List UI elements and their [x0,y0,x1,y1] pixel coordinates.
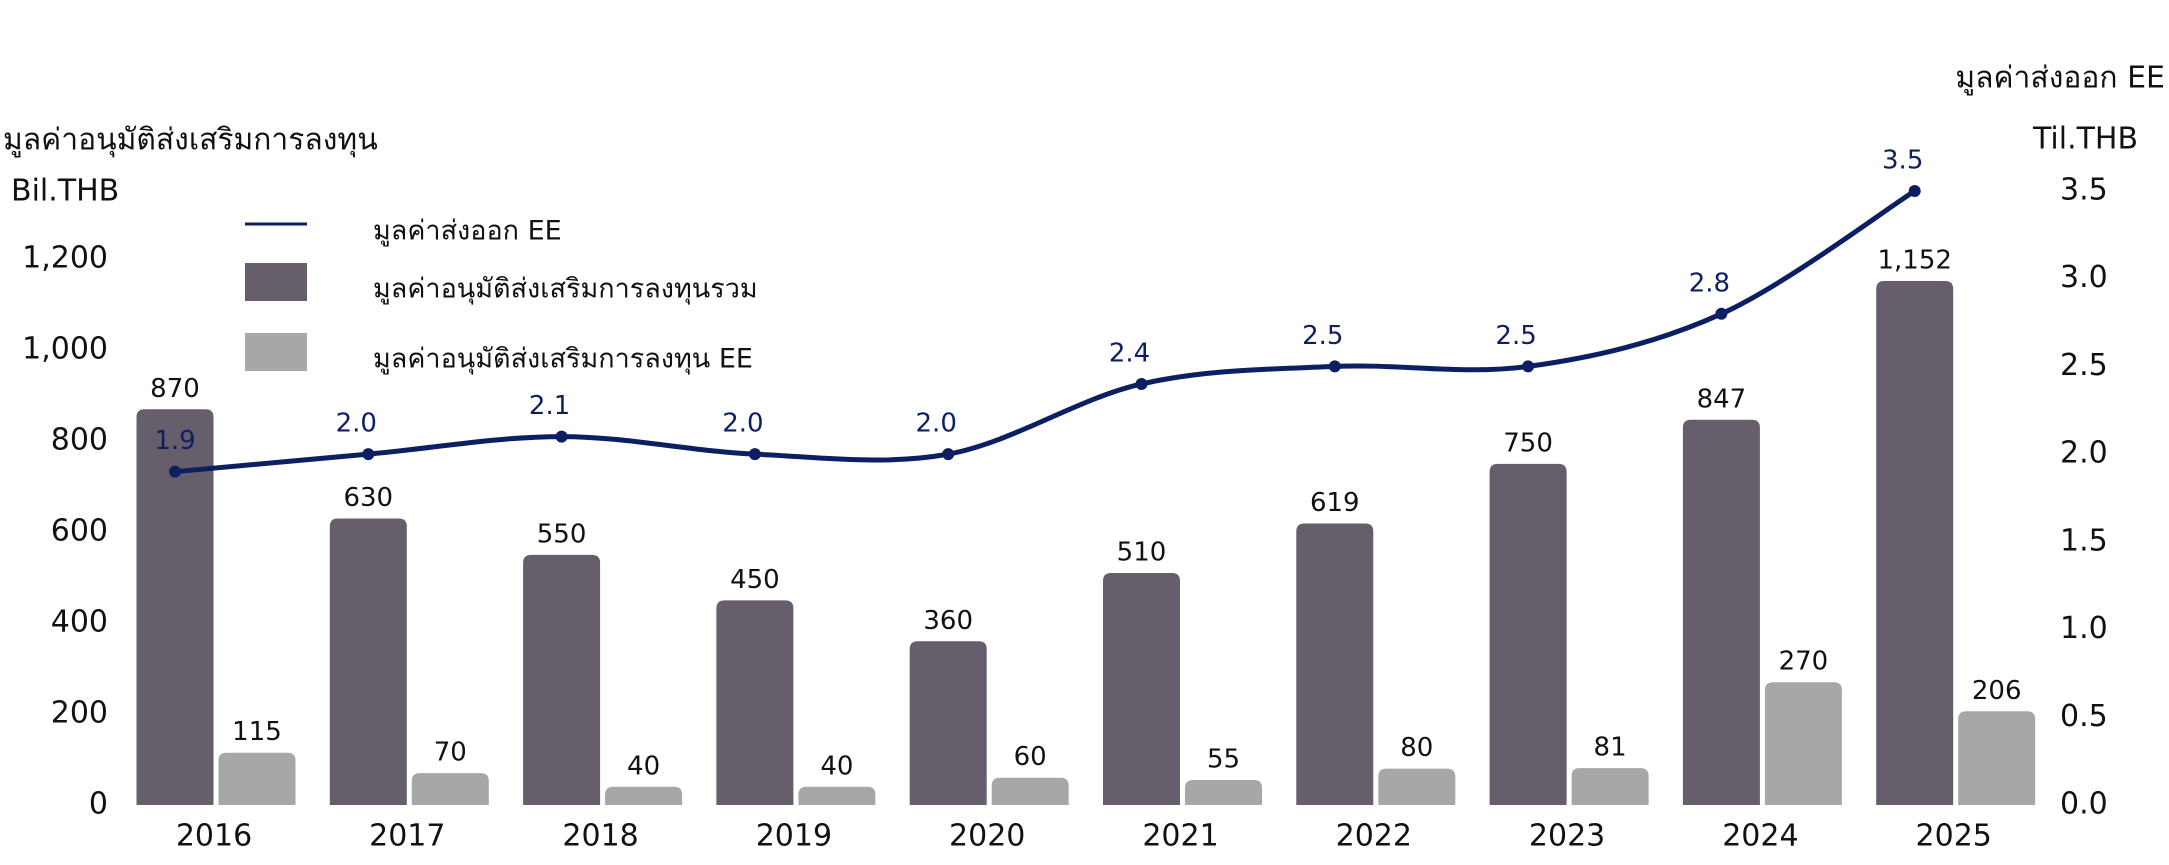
bar [329,518,407,805]
y-tick-label: 200 [51,696,108,731]
line-point [1522,360,1535,373]
y2-tick-label: 1.0 [2060,611,2108,646]
bar-value-label: 630 [343,483,393,513]
bar-value-label: 206 [1972,676,2022,706]
line-point [1908,185,1921,197]
line-value-label: 2.5 [1495,321,1536,351]
legend-label: มูลค่าอนุมัติส่งเสริมการลงทุน EE [373,344,753,376]
bar [1489,463,1567,805]
y-tick-label: 800 [51,423,108,458]
bar [523,554,601,805]
bar [716,600,794,805]
legend-label: มูลค่าส่งออก EE [373,216,562,247]
line-point [169,465,181,478]
y2-tick-label: 0.5 [2060,699,2108,734]
line-value-label: 1.9 [154,426,195,456]
bar-value-label: 81 [1594,733,1627,763]
bar [136,409,214,805]
x-tick-label: 2016 [176,819,252,854]
x-tick-label: 2022 [1336,819,1412,854]
bar-value-label: 450 [730,565,780,595]
y-axis-unit: Bil.THB [11,174,119,209]
bar-value-label: 270 [1779,647,1829,677]
bar-value-label: 870 [150,374,200,404]
bar-value-label: 619 [1310,488,1360,518]
y2-tick-label: 2.0 [2060,436,2108,471]
line-point [555,430,568,443]
line-value-label: 2.0 [916,409,957,439]
bar-value-label: 1,152 [1877,246,1951,276]
bar [1764,682,1842,805]
bar [218,752,296,805]
legend-swatch [245,263,307,301]
bar-value-label: 550 [537,519,587,549]
y-axis-title: มูลค่าอนุมัติส่งเสริมการลงทุน [3,123,378,159]
y2-tick-label: 3.5 [2060,173,2108,208]
bar [1296,523,1374,805]
x-tick-label: 2020 [949,819,1025,854]
y-tick-label: 1,000 [22,332,108,367]
x-tick-label: 2018 [562,819,638,854]
line-value-label: 2.8 [1689,268,1730,298]
bar [1571,768,1649,805]
x-tick-label: 2023 [1529,819,1605,854]
bar [1185,779,1262,805]
bar-value-label: 40 [820,751,853,781]
line-point [942,448,955,461]
x-tick-label: 2025 [1916,819,1992,854]
line-value-label: 2.0 [722,409,763,439]
line-point [1715,307,1728,320]
bar [1876,281,1954,805]
x-tick-label: 2019 [756,819,832,854]
legend-label: มูลค่าอนุมัติส่งเสริมการลงทุนรวม [373,274,758,306]
line-value-label: 2.5 [1302,321,1343,351]
y2-tick-label: 1.5 [2060,523,2108,558]
bar-value-label: 115 [232,717,282,747]
bar-value-label: 750 [1503,428,1553,458]
y2-tick-label: 3.0 [2060,260,2108,295]
y2-axis-unit: Til.THB [2032,122,2138,157]
y2-tick-label: 2.5 [2060,348,2108,383]
bar [798,786,876,805]
bar-value-label: 510 [1117,538,1167,568]
bar-value-label: 847 [1697,384,1747,414]
legend-swatch [245,333,307,371]
y-tick-label: 0 [89,787,108,822]
bar-value-label: 80 [1400,733,1433,763]
line-value-label: 3.5 [1882,146,1923,176]
x-tick-label: 2021 [1142,819,1218,854]
line [174,188,1917,475]
line-point [748,448,761,461]
bar-value-label: 40 [627,751,660,781]
bar [411,773,489,805]
line-value-label: 2.4 [1109,338,1150,368]
bar [1682,419,1760,805]
y-tick-label: 400 [51,605,108,640]
bar-value-label: 60 [1014,742,1047,772]
y2-tick-label: 0.0 [2060,787,2108,822]
line-point [362,448,375,461]
bar-value-label: 70 [434,738,467,768]
bar [991,777,1069,805]
bar [1958,711,2036,805]
line-value-label: 2.0 [336,409,377,439]
y-tick-label: 1,200 [22,241,108,276]
bar-value-label: 360 [923,606,973,636]
bar [1378,768,1456,805]
line-value-label: 2.1 [529,391,570,421]
bar [909,641,987,805]
y-tick-label: 600 [51,514,108,549]
line-point [1135,377,1148,390]
y2-axis-title: มูลค่าส่งออก EE [1955,61,2165,96]
bar-value-label: 55 [1207,744,1240,774]
x-tick-label: 2024 [1722,819,1798,854]
bar [1103,573,1180,805]
bar [605,786,683,805]
x-tick-label: 2017 [369,819,445,854]
line-point [1328,360,1341,373]
